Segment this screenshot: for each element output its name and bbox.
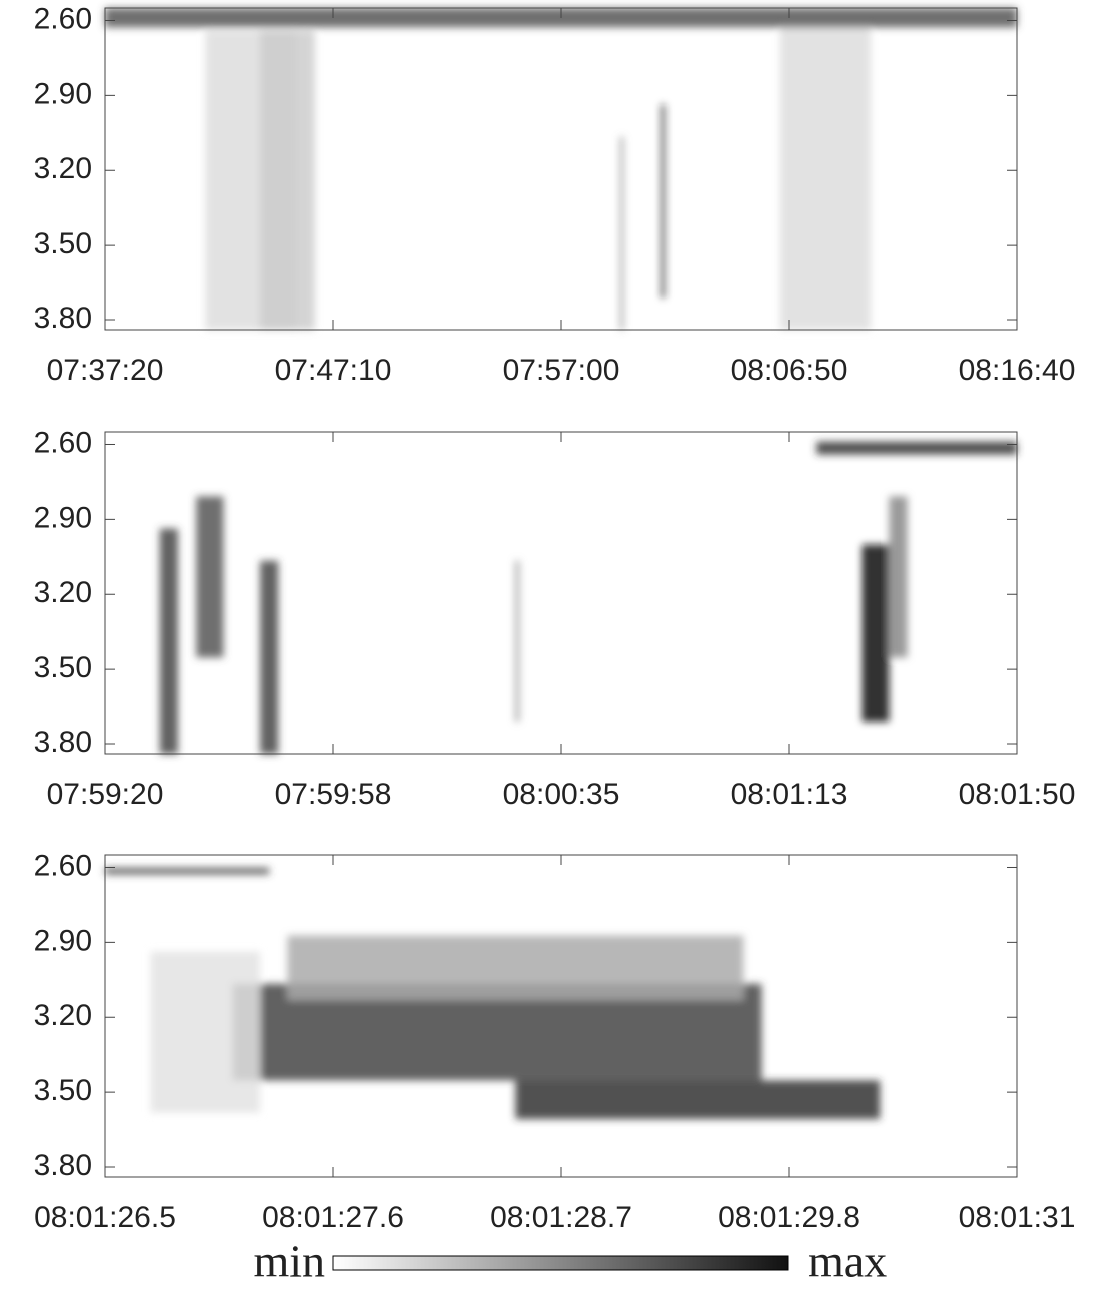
x-tick-label: 08:01:27.6 xyxy=(262,1201,404,1234)
x-tick-label: 07:59:20 xyxy=(47,778,164,811)
x-tick-label: 08:16:40 xyxy=(959,354,1076,387)
colorbar xyxy=(332,1255,789,1271)
spectrogram-feature xyxy=(515,560,520,722)
spectrogram-feature xyxy=(779,24,872,330)
spectrogram-feature xyxy=(287,935,744,1000)
spectrogram-feature xyxy=(620,136,624,330)
panel: 2.60 2.90 3.20 3.50 3.80 07:59:20 07:59:58 08:0… xyxy=(34,426,1076,811)
spectrogram-feature xyxy=(816,441,1017,455)
y-tick-label: 3.80 xyxy=(34,726,92,759)
y-tick-label: 2.60 xyxy=(34,849,92,882)
spectrogram xyxy=(105,867,881,1120)
y-tick-label: 3.20 xyxy=(34,999,92,1032)
spectrogram-feature xyxy=(889,496,908,658)
x-tick-label: 08:06:50 xyxy=(731,354,848,387)
spectrogram-feature xyxy=(661,104,665,298)
colorbar-min-label: min xyxy=(253,1236,325,1287)
panel: 2.60 2.90 3.20 3.50 3.80 07:37:20 07:47:10 07:5… xyxy=(34,2,1076,387)
y-tick-label: 2.90 xyxy=(34,77,92,110)
spectrogram-feature xyxy=(105,867,270,875)
spectrogram-feature xyxy=(861,544,890,722)
x-tick-label: 08:01:50 xyxy=(959,778,1076,811)
y-tick-label: 3.80 xyxy=(34,302,92,335)
y-tick-label: 2.90 xyxy=(34,501,92,534)
colorbar-max-label: max xyxy=(808,1236,887,1287)
x-tick-label: 07:59:58 xyxy=(275,778,392,811)
y-tick-label: 3.20 xyxy=(34,576,92,609)
spectrogram-feature xyxy=(260,560,279,754)
spectrogram-feature xyxy=(260,30,315,330)
spectrogram-feature xyxy=(196,496,224,658)
panel: 2.60 2.90 3.20 3.50 3.80 08:01:26.5 08:01:27.6… xyxy=(34,849,1076,1234)
x-tick-label: 07:37:20 xyxy=(47,354,164,387)
y-tick-label: 3.50 xyxy=(34,1074,92,1107)
x-tick-label: 08:01:13 xyxy=(731,778,848,811)
y-tick-label: 3.80 xyxy=(34,1149,92,1182)
x-tick-label: 08:01:29.8 xyxy=(718,1201,860,1234)
x-tick-label: 08:01:26.5 xyxy=(34,1201,176,1234)
y-tick-label: 3.20 xyxy=(34,152,92,185)
y-tick-label: 2.90 xyxy=(34,924,92,957)
spectrogram-feature xyxy=(159,528,178,754)
spectrogram-feature xyxy=(150,951,261,1113)
y-tick-label: 3.50 xyxy=(34,651,92,684)
x-tick-label: 08:01:28.7 xyxy=(490,1201,632,1234)
spectrogram xyxy=(105,8,1017,330)
y-tick-label: 3.50 xyxy=(34,227,92,260)
x-tick-label: 07:47:10 xyxy=(275,354,392,387)
y-tick-label: 2.60 xyxy=(34,426,92,459)
x-tick-label: 08:01:31 xyxy=(959,1201,1076,1234)
y-tick-label: 2.60 xyxy=(34,2,92,35)
x-tick-label: 07:57:00 xyxy=(503,354,620,387)
x-tick-label: 08:00:35 xyxy=(503,778,620,811)
spectrogram xyxy=(159,441,1017,754)
spectrogram-feature xyxy=(515,1080,881,1120)
